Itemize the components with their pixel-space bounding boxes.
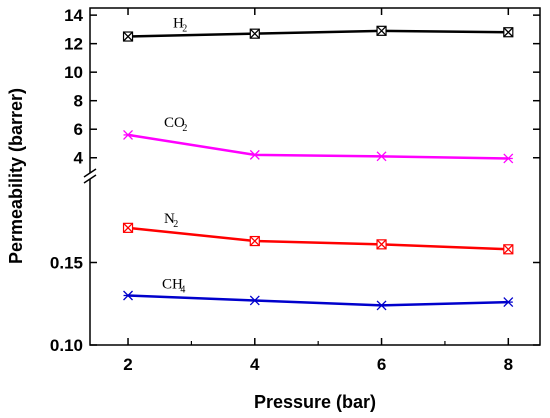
data-point [503,297,514,308]
marker-cross [376,25,387,36]
marker-cross [503,244,514,255]
series-label: CO [164,115,185,131]
marker-cross [123,31,133,42]
x-tick-label: 2 [123,355,132,374]
series-line [127,294,509,307]
data-point [503,153,514,164]
data-point [503,27,514,38]
series-label: H [173,16,184,32]
data-point [376,25,387,36]
series-label: N [164,211,175,227]
data-point [249,28,260,39]
series-layer [122,25,514,311]
y-tick-label-upper: 8 [74,92,83,111]
ticks-layer [83,8,540,346]
marker-cross [249,236,260,247]
data-point [123,129,133,140]
series-label-subscript: 2 [173,219,178,230]
data-point [122,31,134,42]
y-tick-label-upper: 14 [64,6,83,25]
marker-cross [123,222,133,233]
marker-cross [249,28,260,39]
series-line [128,29,509,38]
series-line [127,226,509,251]
data-point [376,239,387,250]
data-point [249,295,260,306]
data-point [122,222,134,233]
x-tick-label: 4 [250,355,260,374]
x-axis-title: Pressure (bar) [254,392,376,412]
series-label: CH [162,277,183,293]
data-point [503,244,514,255]
data-point [249,149,260,160]
x-tick-label: 6 [377,355,386,374]
series-label-subscript: 2 [182,24,187,35]
marker-cross [503,27,514,38]
data-point [376,300,387,311]
axis-break-gap [87,173,93,179]
y-tick-label-upper: 4 [74,149,84,168]
y-tick-label-upper: 6 [74,120,83,139]
plot-frame [89,7,541,346]
axis-break-mark [83,168,97,178]
x-tick-label: 8 [504,355,513,374]
axis-break-mark [83,174,97,184]
y-tick-label-lower: 0.10 [50,336,83,355]
y-tick-label-upper: 12 [64,35,83,54]
data-point [123,290,133,301]
data-point [376,151,387,162]
series-line [127,133,509,160]
marker-cross [376,239,387,250]
y-tick-label-upper: 10 [64,63,83,82]
y-tick-label-lower: 0.15 [50,254,83,273]
series-label-subscript: 2 [182,123,187,134]
series-label-subscript: 4 [180,285,185,296]
data-point [249,235,260,247]
y-axis-title: Permeability (barrer) [6,88,26,264]
